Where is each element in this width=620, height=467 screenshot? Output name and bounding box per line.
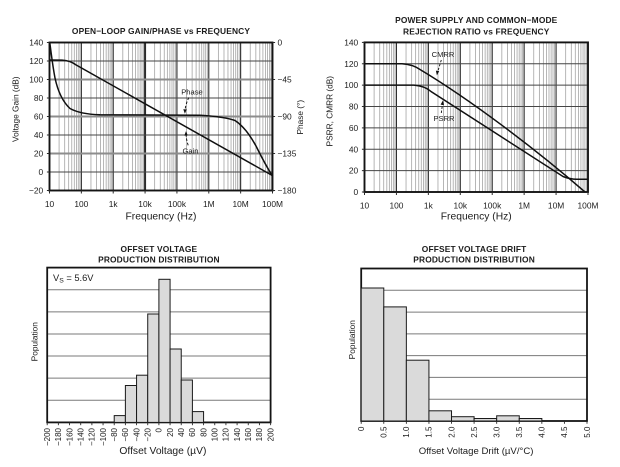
svg-text:−80: −80 xyxy=(110,427,119,441)
svg-text:REJECTION RATIO vs FREQUENCY: REJECTION RATIO vs FREQUENCY xyxy=(403,27,550,37)
svg-text:−90: −90 xyxy=(278,112,293,122)
svg-text:Phase (°): Phase (°) xyxy=(295,100,305,135)
svg-text:Voltage Gain (dB): Voltage Gain (dB) xyxy=(11,76,21,142)
svg-text:100M: 100M xyxy=(262,199,283,209)
svg-text:60: 60 xyxy=(349,123,359,133)
svg-text:Offset Voltage (µV): Offset Voltage (µV) xyxy=(119,446,206,457)
svg-text:0: 0 xyxy=(357,426,366,431)
svg-text:−100: −100 xyxy=(99,427,108,446)
svg-text:10M: 10M xyxy=(232,199,248,209)
svg-text:100k: 100k xyxy=(168,199,187,209)
svg-text:80: 80 xyxy=(34,93,44,103)
svg-text:Gain: Gain xyxy=(182,147,198,156)
svg-text:160: 160 xyxy=(244,427,253,441)
svg-text:5.0: 5.0 xyxy=(583,426,592,438)
svg-text:OFFSET VOLTAGE: OFFSET VOLTAGE xyxy=(121,244,198,254)
svg-text:20: 20 xyxy=(349,166,359,176)
svg-text:100: 100 xyxy=(211,427,220,441)
svg-text:2.5: 2.5 xyxy=(470,426,479,438)
svg-text:100: 100 xyxy=(389,201,403,211)
svg-text:Frequency (Hz): Frequency (Hz) xyxy=(126,212,197,223)
svg-text:PSRR, CMRR (dB): PSRR, CMRR (dB) xyxy=(325,76,335,147)
svg-text:3.0: 3.0 xyxy=(492,426,501,438)
svg-text:1M: 1M xyxy=(203,199,215,209)
svg-text:−60: −60 xyxy=(121,427,130,441)
svg-text:0: 0 xyxy=(354,187,359,197)
svg-text:Frequency (Hz): Frequency (Hz) xyxy=(441,212,512,223)
svg-text:100: 100 xyxy=(344,80,358,90)
svg-text:100: 100 xyxy=(29,75,43,85)
svg-text:−40: −40 xyxy=(132,427,141,441)
svg-text:40: 40 xyxy=(34,130,44,140)
svg-text:Population: Population xyxy=(29,322,39,362)
svg-text:POWER SUPPLY AND COMMON−MODE: POWER SUPPLY AND COMMON−MODE xyxy=(395,15,558,25)
svg-text:1M: 1M xyxy=(518,201,530,211)
svg-text:−45: −45 xyxy=(278,75,293,85)
svg-text:1k: 1k xyxy=(424,201,434,211)
svg-text:10k: 10k xyxy=(138,199,152,209)
svg-text:0: 0 xyxy=(278,38,283,48)
svg-text:−180: −180 xyxy=(278,186,297,196)
svg-text:OFFSET VOLTAGE DRIFT: OFFSET VOLTAGE DRIFT xyxy=(422,244,527,254)
svg-text:PRODUCTION DISTRIBUTION: PRODUCTION DISTRIBUTION xyxy=(98,254,220,264)
svg-text:140: 140 xyxy=(344,37,358,47)
svg-text:100M: 100M xyxy=(578,201,599,211)
svg-text:VS = 5.6V: VS = 5.6V xyxy=(53,273,94,285)
svg-text:2.0: 2.0 xyxy=(447,426,456,438)
svg-text:120: 120 xyxy=(222,427,231,441)
svg-text:Phase: Phase xyxy=(181,88,203,97)
svg-text:40: 40 xyxy=(177,427,186,436)
svg-text:0.5: 0.5 xyxy=(380,426,389,438)
svg-text:Offset Voltage Drift (µV/°C): Offset Voltage Drift (µV/°C) xyxy=(419,446,534,457)
svg-text:1.0: 1.0 xyxy=(402,426,411,438)
svg-text:60: 60 xyxy=(188,427,197,436)
svg-text:10M: 10M xyxy=(548,201,564,211)
svg-text:100: 100 xyxy=(74,199,88,209)
svg-text:4.5: 4.5 xyxy=(560,426,569,438)
svg-text:80: 80 xyxy=(199,427,208,436)
svg-text:PSRR: PSRR xyxy=(433,114,455,123)
svg-text:CMRR: CMRR xyxy=(432,50,455,59)
svg-text:10: 10 xyxy=(45,199,55,209)
svg-text:120: 120 xyxy=(29,56,43,66)
svg-text:10: 10 xyxy=(360,201,370,211)
svg-text:180: 180 xyxy=(255,427,264,441)
svg-text:40: 40 xyxy=(349,144,359,154)
svg-text:1k: 1k xyxy=(109,199,119,209)
svg-text:PRODUCTION DISTRIBUTION: PRODUCTION DISTRIBUTION xyxy=(413,254,535,264)
svg-text:140: 140 xyxy=(233,427,242,441)
svg-text:80: 80 xyxy=(349,102,359,112)
svg-text:−200: −200 xyxy=(43,427,52,446)
svg-text:OPEN−LOOP GAIN/PHASE vs FREQUE: OPEN−LOOP GAIN/PHASE vs FREQUENCY xyxy=(72,26,250,36)
svg-text:200: 200 xyxy=(266,427,275,441)
svg-text:−20: −20 xyxy=(144,427,153,441)
svg-text:120: 120 xyxy=(344,59,358,69)
svg-text:1.5: 1.5 xyxy=(425,426,434,438)
svg-text:4.0: 4.0 xyxy=(538,426,547,438)
svg-text:0: 0 xyxy=(155,427,164,432)
svg-text:0: 0 xyxy=(39,167,44,177)
svg-text:−180: −180 xyxy=(54,427,63,446)
svg-text:20: 20 xyxy=(34,149,44,159)
svg-text:3.5: 3.5 xyxy=(515,426,524,438)
svg-text:−160: −160 xyxy=(65,427,74,446)
svg-text:20: 20 xyxy=(166,427,175,436)
svg-text:−120: −120 xyxy=(88,427,97,446)
svg-text:−20: −20 xyxy=(29,186,44,196)
svg-text:Population: Population xyxy=(347,320,357,360)
svg-text:10k: 10k xyxy=(454,201,468,211)
svg-text:−140: −140 xyxy=(77,427,86,446)
svg-text:60: 60 xyxy=(34,112,44,122)
svg-text:−135: −135 xyxy=(278,149,297,159)
svg-text:140: 140 xyxy=(29,38,43,48)
svg-text:100k: 100k xyxy=(483,201,502,211)
